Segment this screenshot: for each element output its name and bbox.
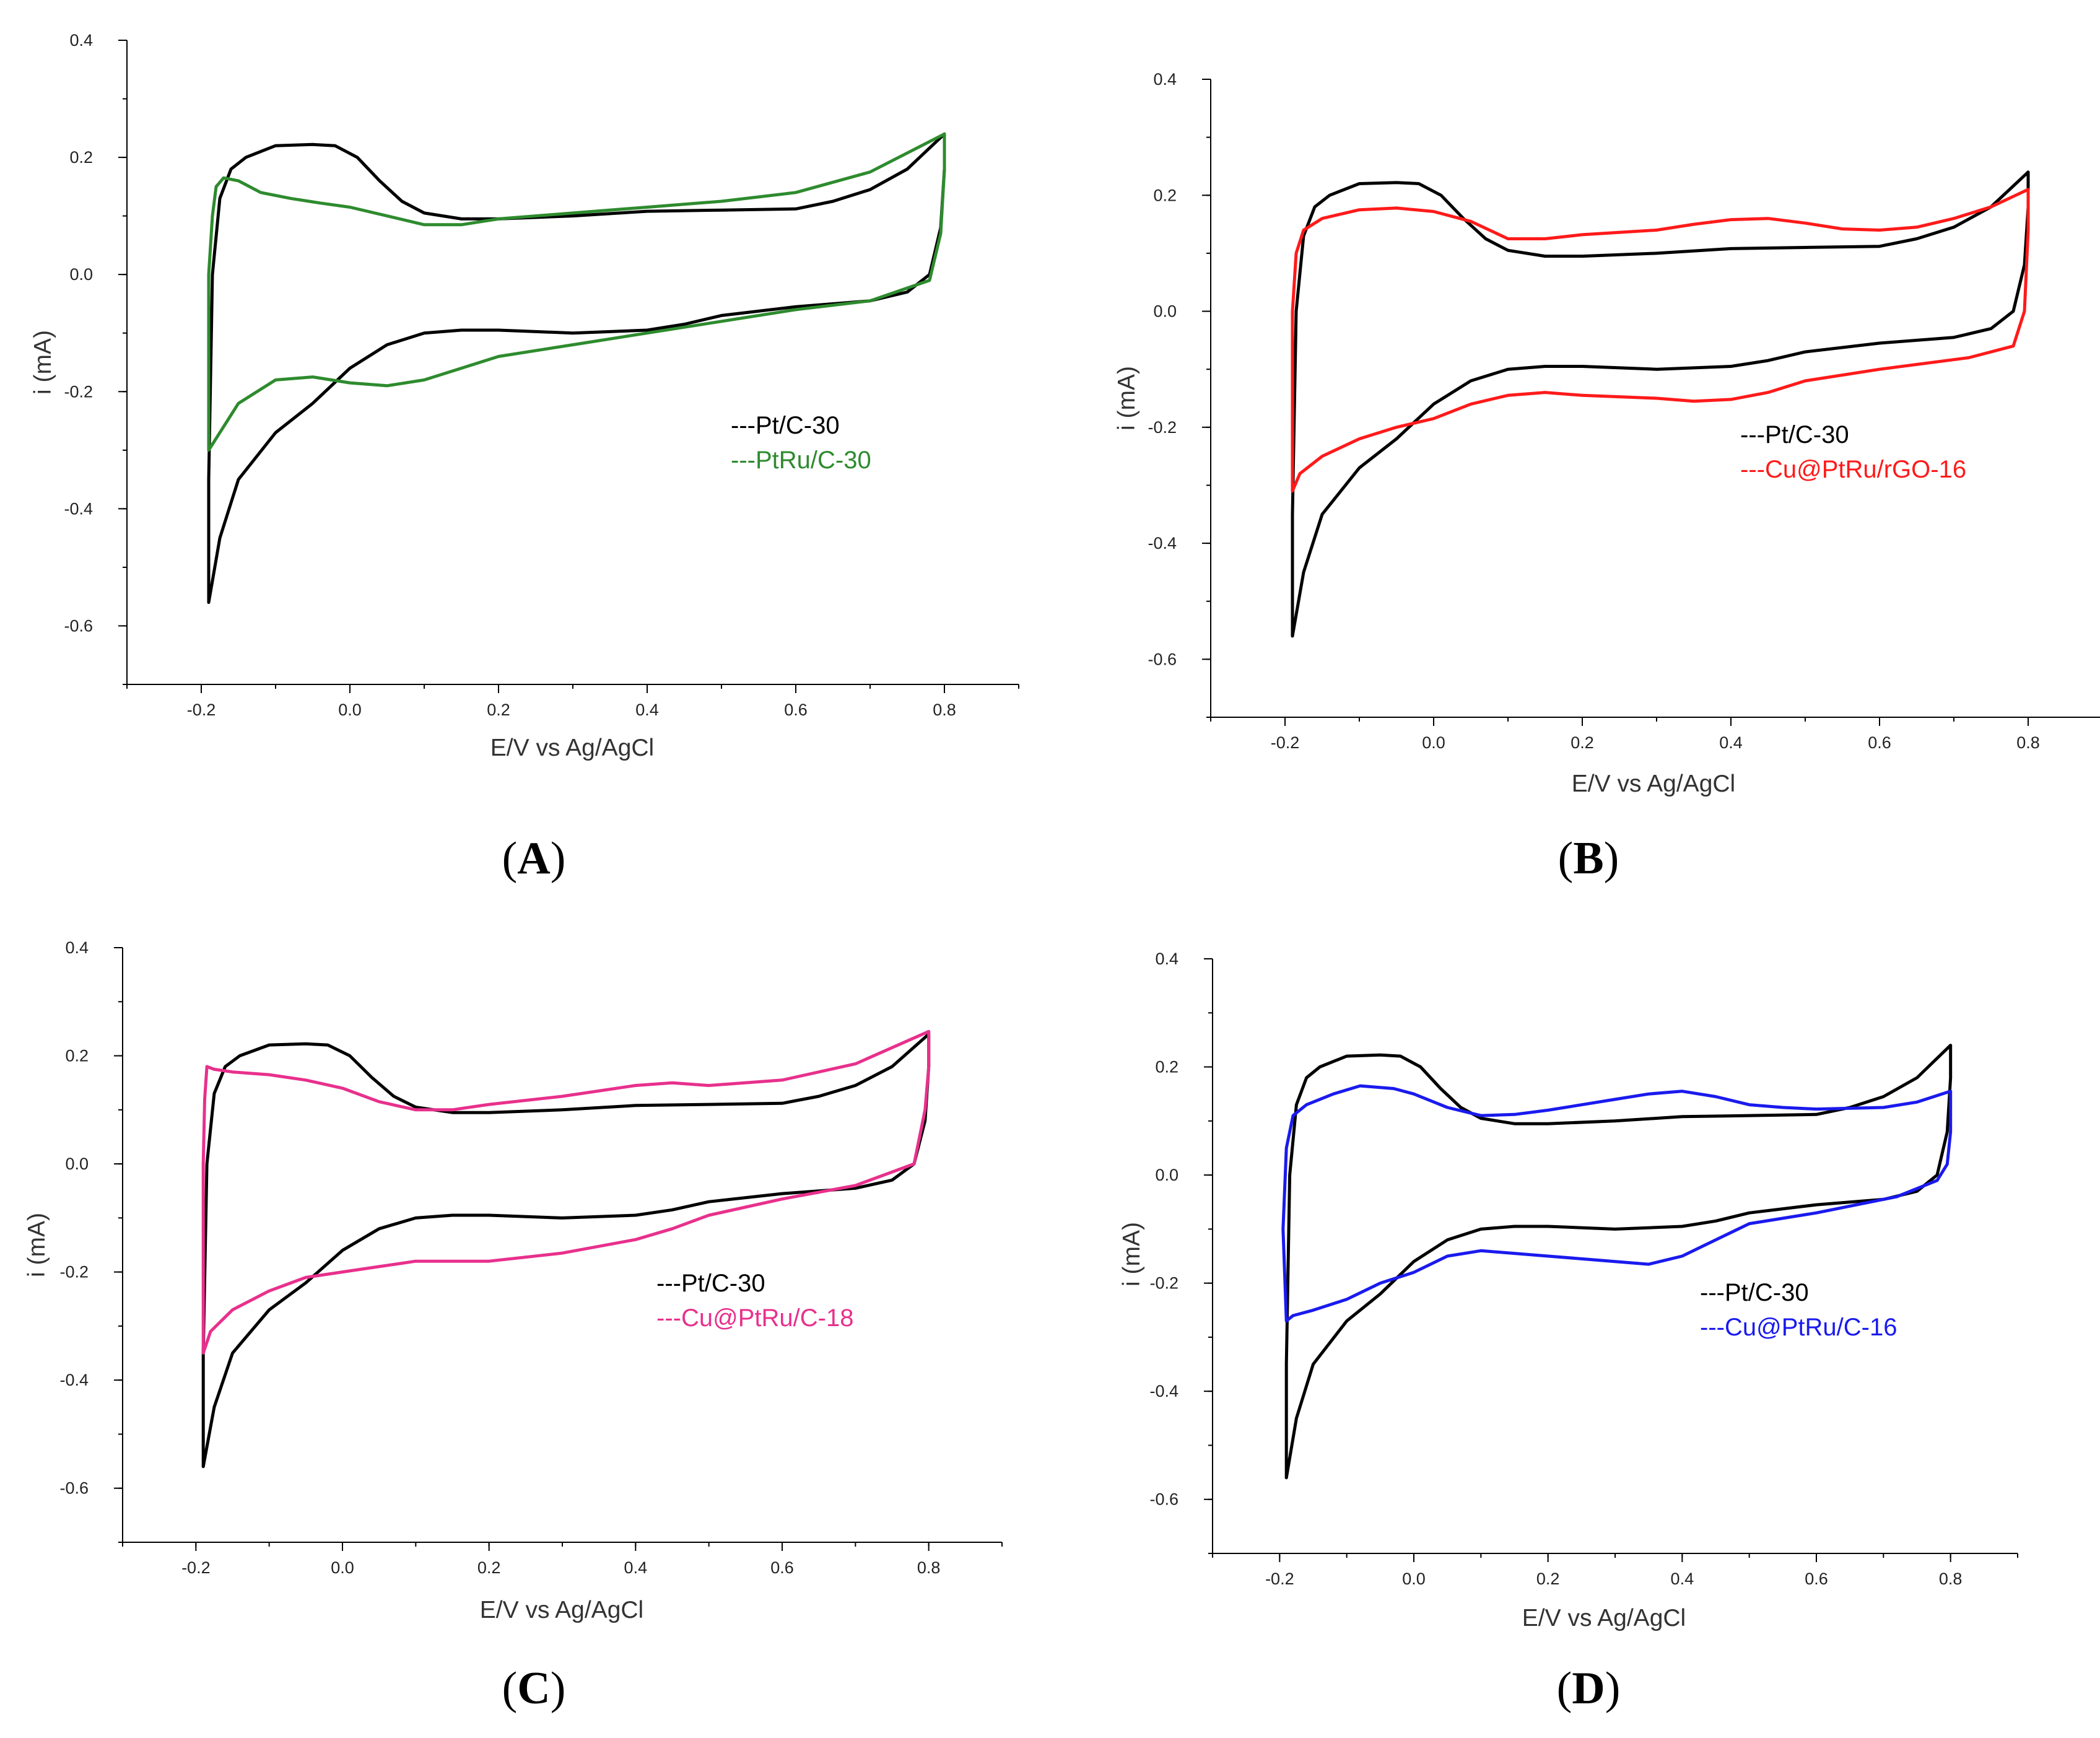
x-tick-label: -0.2 [1265,1570,1294,1588]
y-tick-label: -0.4 [64,499,93,518]
y-tick-label: -0.2 [1149,1274,1179,1293]
y-tick-label: 0.0 [1153,302,1177,321]
x-tick-label: 0.8 [2016,733,2040,752]
legend-entry-1: ---Pt/C-30 [656,1270,765,1297]
chart-panel-a: -0.2 0.0 0.2 0.4 0.6 0.8 0.4 0.2 0.0 -0.2 -0.4 -0.6… [30,31,1019,884]
x-tick-label: 0.6 [784,701,808,719]
x-tick-label: 0.2 [487,701,510,719]
y-tick-label: -0.6 [59,1479,89,1498]
legend-entry-2: ---Cu@PtRu/rGO-16 [1740,456,1966,483]
x-axis-title: E/V vs Ag/AgCl [1522,1605,1686,1631]
panel-label-close: ) [551,1663,566,1714]
x-axis-title: E/V vs Ag/AgCl [1572,771,1735,797]
chart-panel-d: -0.2 0.0 0.2 0.4 0.6 0.8 0.4 0.2 0.0 -0.2 -0.4 -0.6… [1118,950,2018,1714]
legend-entry-1: ---Pt/C-30 [1740,421,1849,448]
y-tick-label: -0.2 [1148,418,1177,437]
panel-label: (C) [502,1663,566,1714]
panel-label-open: ( [1558,833,1574,884]
x-tick-label: 0.6 [1868,733,1891,752]
y-tick-label: -0.6 [1148,650,1177,668]
x-axis-title: E/V vs Ag/AgCl [480,1597,643,1623]
chart-panel-c: -0.2 0.0 0.2 0.4 0.6 0.8 0.4 0.2 0.0 -0.2 -0.4 -0.6… [24,938,1003,1714]
x-tick-label: 0.0 [1402,1570,1426,1588]
y-tick-label: -0.6 [64,616,93,635]
x-tick-label: 0.8 [917,1558,941,1577]
panel-label-close: ) [551,833,566,884]
x-tick-label: 0.6 [770,1558,794,1577]
chart-panel-b: -0.2 0.0 0.2 0.4 0.6 0.8 0.4 0.2 0.0 -0.2 -0.4 -0.6… [1113,70,2100,884]
panel-label: (A) [502,833,566,884]
y-axis-title: i (mA) [1113,366,1140,430]
panel-label-letter: D [1572,1663,1605,1714]
y-tick-label: 0.0 [1155,1166,1179,1184]
x-tick-label: 0.4 [624,1558,648,1577]
y-tick-label: 0.4 [1155,950,1179,968]
panel-label-letter: C [517,1663,550,1714]
y-tick-label: 0.0 [65,1155,89,1173]
y-tick-label: 0.2 [1153,186,1177,204]
x-tick-label: 0.4 [635,701,659,719]
legend-entry-2: ---PtRu/C-30 [731,447,871,474]
series-line-2 [1291,188,2030,493]
x-tick-label: 0.6 [1805,1570,1828,1588]
series-line-1 [207,132,946,605]
y-tick-label: -0.4 [1148,534,1177,552]
x-tick-label: 0.2 [477,1558,501,1577]
series-line-1 [1284,1044,1953,1480]
series-line-2 [1281,1084,1953,1323]
x-tick-label: 0.0 [331,1558,354,1577]
x-tick-label: -0.2 [187,701,216,719]
x-tick-label: 0.4 [1671,1570,1694,1588]
y-tick-label: 0.0 [69,265,93,284]
y-tick-label: 0.2 [69,148,93,167]
y-tick-label: -0.2 [59,1263,89,1282]
panel-label-open: ( [1557,1663,1572,1714]
x-tick-label: 0.8 [933,701,956,719]
series-line-2 [201,1029,931,1355]
y-tick-label: -0.4 [1149,1382,1179,1400]
panel-label-letter: A [517,833,550,884]
y-tick-label: 0.4 [69,31,93,50]
y-axis-title: i (mA) [24,1213,50,1277]
x-tick-label: -0.2 [1271,733,1300,752]
panel-label-open: ( [502,833,518,884]
y-tick-label: -0.6 [1149,1490,1179,1509]
x-tick-label: 0.0 [1422,733,1445,752]
series-line-2 [207,132,946,452]
x-axis-title: E/V vs Ag/AgCl [490,735,654,761]
legend-entry-2: ---Cu@PtRu/C-16 [1700,1314,1897,1341]
legend-entry-1: ---Pt/C-30 [1700,1279,1809,1306]
y-axis-title: i (mA) [1118,1222,1145,1286]
x-tick-label: -0.2 [181,1558,211,1577]
legend-entry-1: ---Pt/C-30 [731,412,840,439]
panel-label-close: ) [1605,1663,1621,1714]
panel-label-open: ( [502,1663,518,1714]
y-axis-title: i (mA) [30,330,56,395]
x-tick-label: 0.4 [1719,733,1743,752]
panel-label: (D) [1557,1663,1621,1714]
panel-label-letter: B [1573,833,1603,884]
panel-label: (B) [1558,833,1619,884]
panel-label-close: ) [1604,833,1619,884]
y-tick-label: 0.4 [65,938,89,957]
x-tick-label: 0.2 [1571,733,1594,752]
series-line-1 [1291,170,2030,638]
y-tick-label: 0.2 [1155,1058,1179,1076]
x-tick-label: 0.8 [1939,1570,1963,1588]
y-tick-label: 0.2 [65,1047,89,1065]
y-tick-label: -0.4 [59,1371,89,1389]
x-tick-label: 0.2 [1536,1570,1560,1588]
series-line-1 [201,1033,931,1469]
y-tick-label: 0.4 [1153,70,1177,89]
y-tick-label: -0.2 [64,382,93,401]
legend-entry-2: ---Cu@PtRu/C-18 [656,1304,853,1332]
x-tick-label: 0.0 [338,701,362,719]
